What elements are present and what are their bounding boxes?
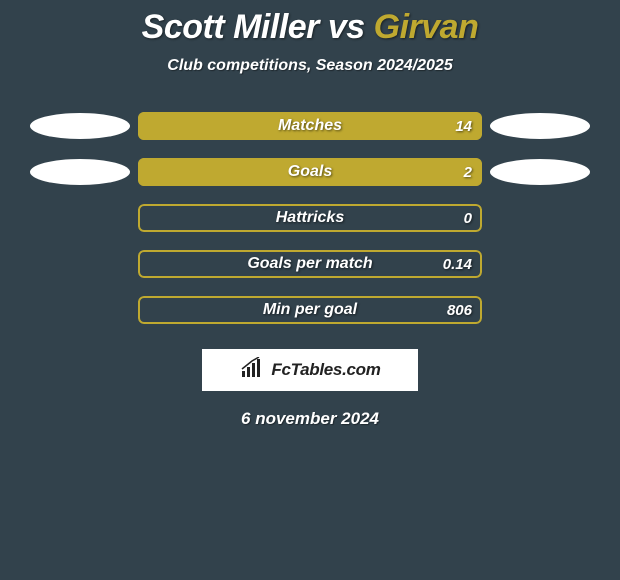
bar-chart-icon bbox=[239, 357, 265, 384]
stat-row: Hattricks0 bbox=[0, 195, 620, 241]
stat-row: Goals per match0.14 bbox=[0, 241, 620, 287]
subtitle: Club competitions, Season 2024/2025 bbox=[0, 57, 620, 75]
title-opponent: Girvan bbox=[374, 8, 479, 46]
stat-bar: Min per goal806 bbox=[138, 296, 482, 324]
stat-value: 806 bbox=[447, 302, 472, 319]
stat-value: 0.14 bbox=[443, 256, 472, 273]
left-marker bbox=[30, 159, 130, 185]
stat-label: Goals per match bbox=[138, 255, 482, 273]
stat-value: 14 bbox=[455, 118, 472, 135]
stat-bar: Goals per match0.14 bbox=[138, 250, 482, 278]
right-marker bbox=[490, 159, 590, 185]
title-player: Scott Miller bbox=[142, 8, 319, 46]
stats-table: Matches14 Goals2 Hattricks0 Goals per match… bbox=[0, 103, 620, 333]
stat-row: Matches14 bbox=[0, 103, 620, 149]
stat-label: Matches bbox=[138, 117, 482, 135]
stat-row: Min per goal806 bbox=[0, 287, 620, 333]
stat-bar: Matches14 bbox=[138, 112, 482, 140]
left-marker bbox=[30, 113, 130, 139]
page-title: Scott Miller vs Girvan bbox=[0, 0, 620, 47]
stat-bar: Hattricks0 bbox=[138, 204, 482, 232]
right-marker bbox=[490, 113, 590, 139]
stat-bar: Goals2 bbox=[138, 158, 482, 186]
stat-value: 2 bbox=[464, 164, 472, 181]
brand-text: FcTables.com bbox=[271, 360, 380, 380]
brand-badge: FcTables.com bbox=[202, 349, 418, 391]
stat-label: Min per goal bbox=[138, 301, 482, 319]
title-vs: vs bbox=[319, 8, 374, 46]
stat-row: Goals2 bbox=[0, 149, 620, 195]
stat-label: Goals bbox=[138, 163, 482, 181]
stat-value: 0 bbox=[464, 210, 472, 227]
date-label: 6 november 2024 bbox=[0, 409, 620, 429]
stat-label: Hattricks bbox=[138, 209, 482, 227]
